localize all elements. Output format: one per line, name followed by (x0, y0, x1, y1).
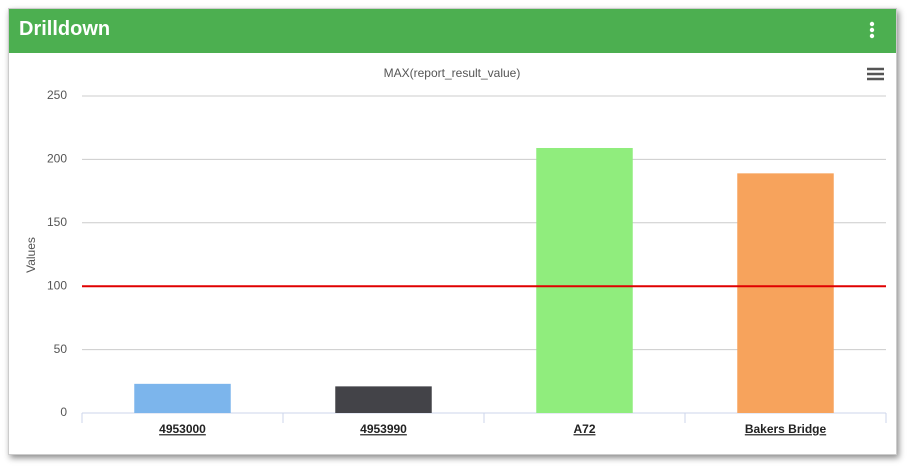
card-title: Drilldown (19, 18, 111, 40)
y-tick-label: 200 (47, 152, 67, 166)
y-tick-label: 150 (47, 215, 67, 229)
y-tick-label: 250 (47, 88, 67, 102)
x-tick-label[interactable]: Bakers Bridge (745, 422, 827, 436)
bar (536, 147, 633, 413)
y-axis-label: Values (24, 237, 38, 273)
bar (737, 173, 834, 413)
chart-title: MAX(report_result_value) (384, 66, 521, 80)
x-tick-label[interactable]: 4953000 (159, 422, 206, 436)
chart-menu[interactable] (867, 67, 884, 81)
card-header: Drilldown (9, 9, 896, 53)
bar (335, 386, 432, 413)
kebab-menu[interactable] (869, 21, 875, 39)
bar (134, 383, 231, 413)
x-tick-label[interactable]: A72 (573, 422, 595, 436)
x-tick-label[interactable]: 4953990 (360, 422, 407, 436)
y-tick-label: 0 (60, 405, 67, 419)
y-tick-label: 50 (54, 342, 68, 356)
y-tick-label: 100 (47, 278, 67, 292)
